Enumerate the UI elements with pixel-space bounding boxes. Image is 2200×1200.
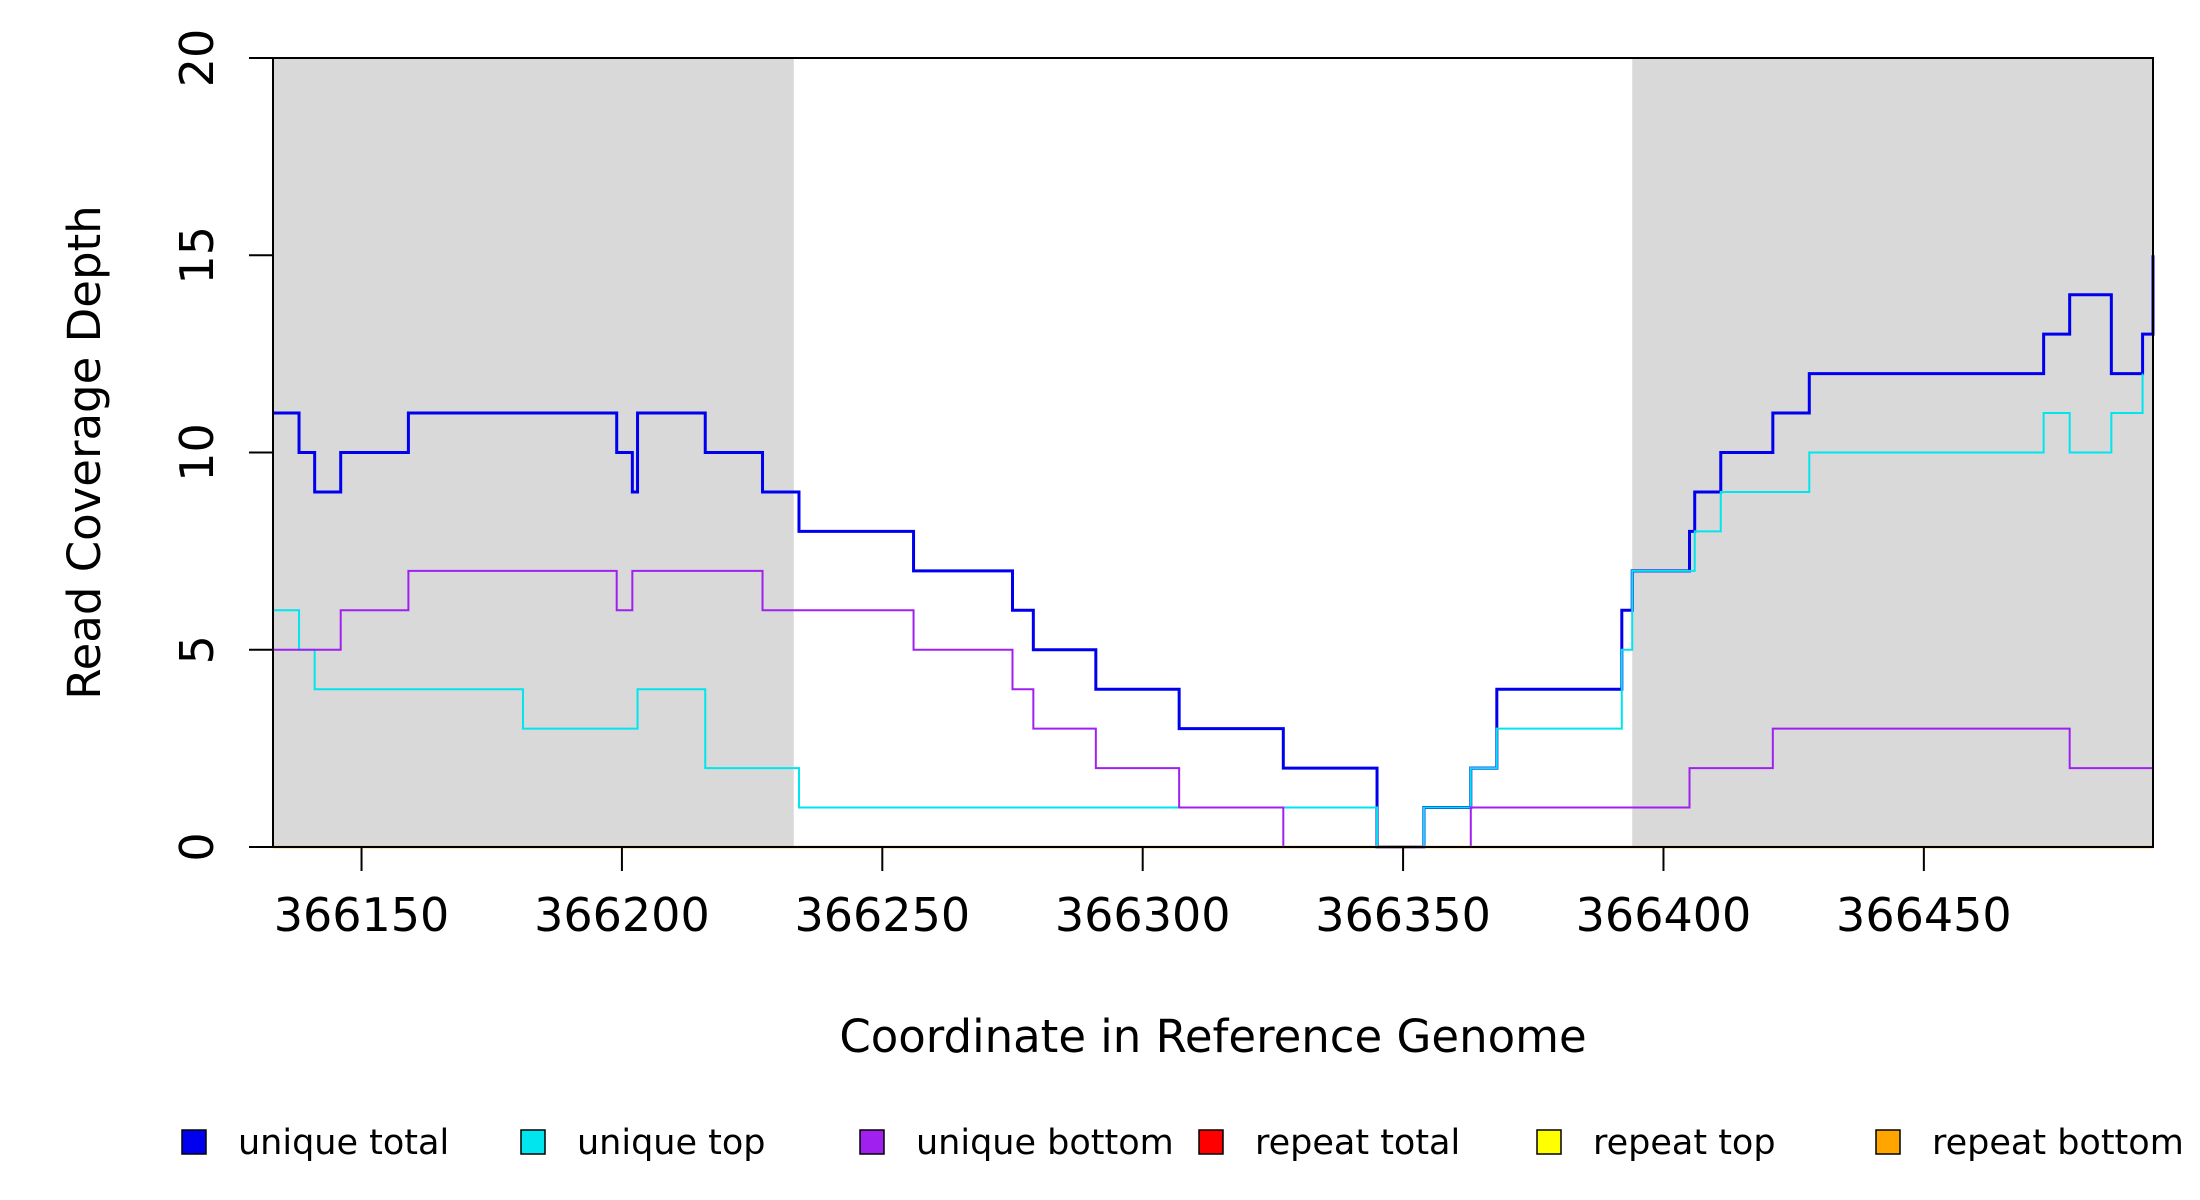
x-tick-label: 366200	[534, 888, 710, 942]
legend-swatch-unique-top	[520, 1129, 546, 1155]
y-tick-label: 5	[170, 635, 224, 664]
x-axis-title: Coordinate in Reference Genome	[839, 1010, 1586, 1063]
x-tick-label: 366400	[1576, 888, 1752, 942]
x-tick-label: 366250	[795, 888, 971, 942]
y-tick-label: 15	[170, 226, 224, 285]
legend: unique total unique top unique bottom repea…	[181, 1123, 2184, 1163]
y-tick-label: 0	[170, 832, 224, 861]
y-tick-label: 10	[170, 423, 224, 482]
legend-swatch-repeat-bottom	[1875, 1129, 1901, 1155]
series-line-unique-bottom	[273, 569, 2153, 848]
x-axis: 366150 366200 366250 366300 366350 366400 3664…	[274, 847, 2012, 942]
legend-label-unique-top: unique top	[577, 1123, 766, 1163]
x-tick-label: 366300	[1055, 888, 1231, 942]
series-line-unique-total	[273, 255, 2155, 849]
legend-label-unique-total: unique total	[238, 1123, 449, 1163]
legend-label-repeat-bottom: repeat bottom	[1932, 1123, 2184, 1163]
legend-label-unique-bottom: unique bottom	[916, 1123, 1174, 1163]
legend-swatch-repeat-top	[1536, 1129, 1562, 1155]
y-axis: 0 5 10 15 20	[170, 29, 273, 862]
legend-label-repeat-total: repeat total	[1255, 1123, 1460, 1163]
legend-label-repeat-top: repeat top	[1593, 1123, 1776, 1163]
legend-swatch-unique-bottom	[859, 1129, 885, 1155]
x-tick-label: 366350	[1315, 888, 1491, 942]
x-tick-label: 366150	[274, 888, 450, 942]
y-axis-title: Read Coverage Depth	[58, 205, 111, 699]
legend-swatch-unique-total	[181, 1129, 207, 1155]
legend-swatch-repeat-total	[1198, 1129, 1224, 1155]
y-tick-label: 20	[170, 29, 224, 88]
x-tick-label: 366450	[1836, 888, 2012, 942]
series-line-unique-top	[273, 373, 2144, 848]
